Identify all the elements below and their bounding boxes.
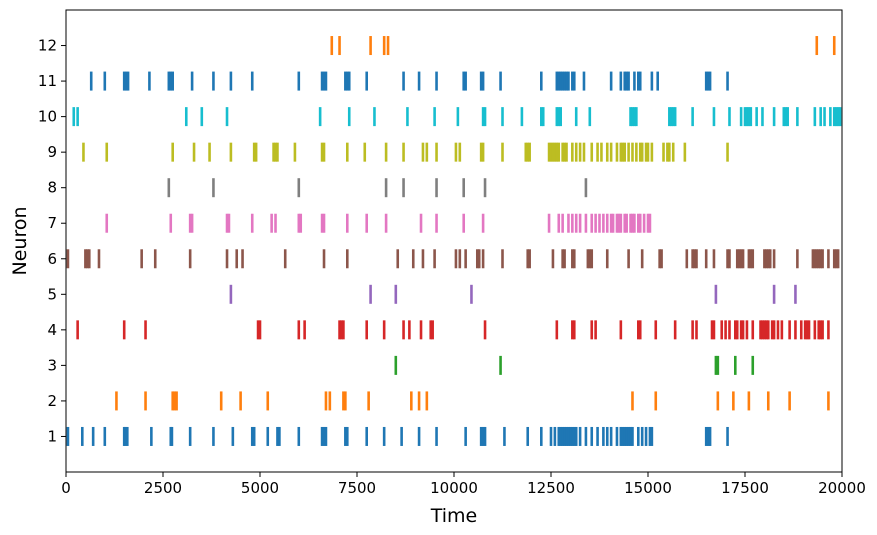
y-tick-label: 12 bbox=[38, 37, 57, 55]
y-tick-label: 5 bbox=[47, 285, 57, 303]
x-tick-label: 10000 bbox=[430, 479, 478, 497]
y-tick-label: 10 bbox=[38, 108, 57, 126]
x-axis-label: Time bbox=[430, 505, 478, 527]
y-tick-label: 7 bbox=[47, 214, 57, 232]
neuron-2-spike-train bbox=[115, 391, 830, 411]
y-tick-label: 1 bbox=[47, 427, 57, 445]
neuron-11-spike-train bbox=[89, 71, 729, 91]
y-tick-label: 11 bbox=[38, 72, 57, 90]
neuron-5-spike-train bbox=[229, 284, 797, 304]
neuron-4-spike-train bbox=[76, 320, 830, 340]
neuron-9-spike-train bbox=[82, 142, 729, 162]
x-tick-label: 15000 bbox=[624, 479, 672, 497]
x-tick-label: 2500 bbox=[144, 479, 182, 497]
y-tick-label: 6 bbox=[47, 250, 57, 268]
y-tick-label: 9 bbox=[47, 143, 57, 161]
x-tick-label: 7500 bbox=[338, 479, 376, 497]
y-tick-label: 3 bbox=[47, 356, 57, 374]
x-tick-label: 20000 bbox=[818, 479, 866, 497]
neuron-8-spike-train bbox=[167, 178, 588, 198]
x-tick-label: 0 bbox=[61, 479, 71, 497]
neuron-6-spike-train bbox=[66, 249, 840, 269]
y-tick-label: 8 bbox=[47, 179, 57, 197]
x-axis: 0 2500 5000 7500 10000 12500 15000 17500 20000 bbox=[61, 472, 866, 497]
neuron-10-spike-train bbox=[72, 107, 842, 127]
y-tick-label: 2 bbox=[47, 392, 57, 410]
neuron-3-spike-train bbox=[394, 355, 755, 375]
y-tick-label: 4 bbox=[47, 321, 57, 339]
neuron-1-spike-train bbox=[66, 426, 729, 446]
neuron-7-spike-train bbox=[105, 213, 652, 233]
neuron-12-spike-train bbox=[330, 36, 836, 56]
plot-frame bbox=[65, 9, 843, 473]
y-axis-label: Neuron bbox=[9, 206, 31, 275]
x-tick-label: 17500 bbox=[721, 479, 769, 497]
spike-layer bbox=[66, 36, 842, 446]
x-tick-label: 12500 bbox=[527, 479, 575, 497]
x-tick-label: 5000 bbox=[241, 479, 279, 497]
